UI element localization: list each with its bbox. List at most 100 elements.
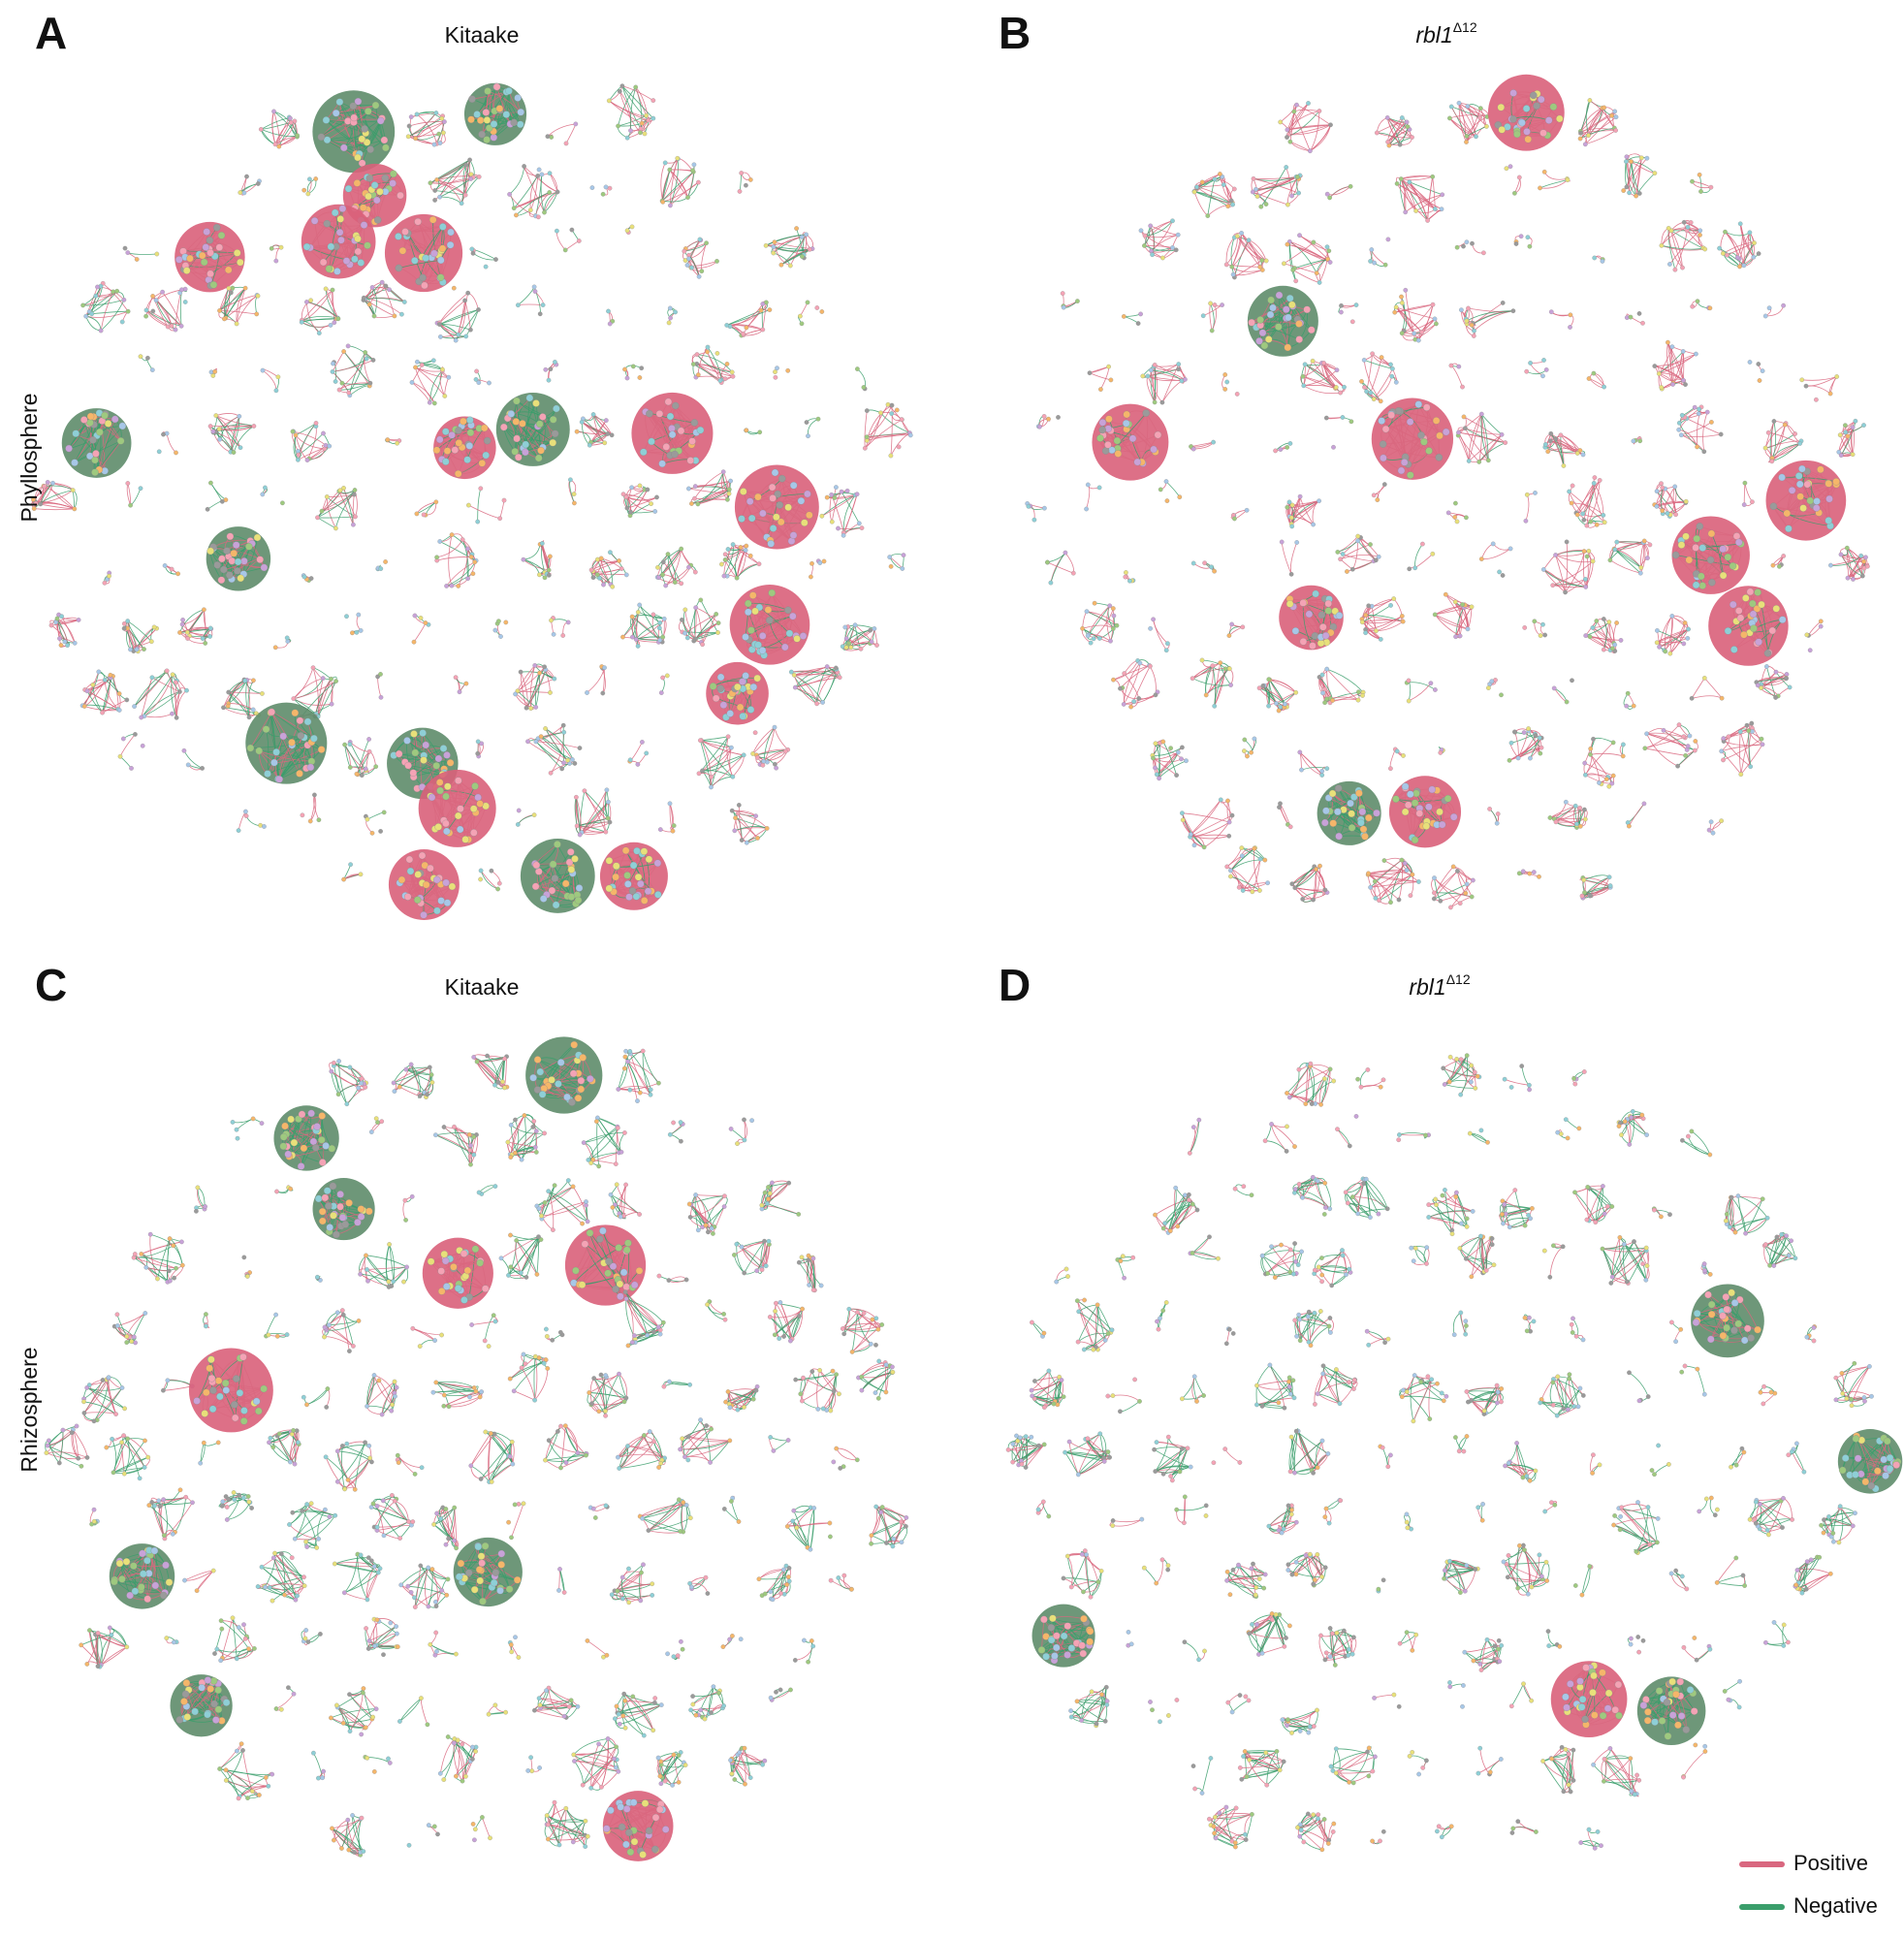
node bbox=[437, 322, 442, 327]
node bbox=[121, 625, 127, 631]
node bbox=[381, 174, 390, 182]
module bbox=[492, 619, 509, 639]
node bbox=[496, 619, 501, 624]
node bbox=[794, 226, 799, 231]
edge bbox=[262, 369, 279, 378]
node bbox=[284, 635, 290, 641]
edge bbox=[773, 237, 803, 254]
node bbox=[1306, 101, 1311, 106]
node bbox=[149, 367, 155, 372]
node bbox=[771, 250, 777, 256]
edge bbox=[509, 194, 536, 217]
node bbox=[633, 846, 641, 855]
node bbox=[655, 564, 660, 570]
node bbox=[1544, 116, 1553, 124]
node bbox=[323, 286, 329, 292]
module bbox=[1621, 153, 1658, 199]
node bbox=[453, 337, 459, 343]
node bbox=[456, 332, 461, 337]
node bbox=[579, 419, 585, 425]
node bbox=[640, 847, 649, 855]
node bbox=[742, 633, 749, 641]
node bbox=[602, 665, 607, 671]
node bbox=[1586, 133, 1591, 139]
module bbox=[690, 344, 736, 385]
node bbox=[574, 823, 580, 829]
node bbox=[528, 706, 533, 711]
node bbox=[457, 689, 462, 695]
node bbox=[561, 879, 570, 888]
node bbox=[560, 722, 566, 728]
node bbox=[169, 566, 175, 572]
node bbox=[777, 474, 786, 483]
node bbox=[716, 673, 725, 682]
node bbox=[333, 679, 338, 683]
node bbox=[533, 739, 539, 745]
node bbox=[747, 626, 755, 634]
module bbox=[1223, 231, 1269, 280]
node bbox=[449, 532, 455, 537]
edge bbox=[215, 413, 240, 417]
node bbox=[746, 706, 755, 714]
node bbox=[1397, 142, 1403, 147]
node bbox=[373, 764, 379, 770]
module bbox=[341, 862, 364, 882]
edge bbox=[255, 295, 259, 314]
node bbox=[253, 533, 262, 542]
module bbox=[1513, 234, 1533, 249]
node bbox=[301, 187, 307, 193]
node bbox=[308, 298, 313, 303]
node bbox=[272, 748, 280, 756]
node bbox=[134, 647, 140, 652]
node bbox=[725, 547, 731, 552]
node bbox=[181, 747, 187, 753]
module bbox=[418, 769, 496, 847]
module bbox=[513, 663, 557, 711]
node bbox=[524, 705, 529, 711]
node bbox=[84, 688, 90, 694]
node bbox=[1239, 231, 1244, 236]
module bbox=[1368, 237, 1391, 268]
edge bbox=[317, 516, 356, 519]
node bbox=[1254, 194, 1260, 199]
node bbox=[1348, 183, 1353, 189]
node bbox=[237, 414, 242, 419]
node bbox=[535, 420, 544, 429]
module bbox=[177, 607, 214, 646]
node bbox=[807, 246, 812, 252]
edge bbox=[326, 119, 371, 150]
node bbox=[179, 287, 184, 293]
edge bbox=[621, 85, 654, 101]
node bbox=[125, 481, 131, 486]
node bbox=[588, 567, 594, 573]
node bbox=[414, 871, 422, 878]
edge bbox=[621, 85, 654, 119]
node bbox=[358, 135, 366, 143]
node bbox=[217, 308, 222, 313]
edge bbox=[687, 181, 699, 198]
node bbox=[212, 369, 218, 374]
node bbox=[1250, 189, 1255, 195]
node bbox=[42, 484, 48, 490]
node bbox=[359, 204, 367, 211]
edge bbox=[210, 482, 227, 500]
edge bbox=[527, 731, 564, 743]
module bbox=[606, 83, 656, 141]
node bbox=[1246, 238, 1252, 243]
edge bbox=[301, 315, 338, 321]
node bbox=[104, 420, 112, 428]
module bbox=[260, 367, 281, 394]
node bbox=[1565, 177, 1571, 182]
edge bbox=[1514, 176, 1520, 194]
node bbox=[480, 424, 489, 432]
node bbox=[418, 851, 427, 860]
node bbox=[505, 87, 513, 95]
node bbox=[451, 446, 460, 454]
node bbox=[1295, 175, 1300, 179]
node bbox=[712, 694, 720, 703]
node bbox=[401, 300, 407, 304]
node bbox=[1609, 112, 1614, 118]
node bbox=[108, 672, 113, 678]
node bbox=[1582, 142, 1588, 147]
node bbox=[671, 823, 677, 828]
